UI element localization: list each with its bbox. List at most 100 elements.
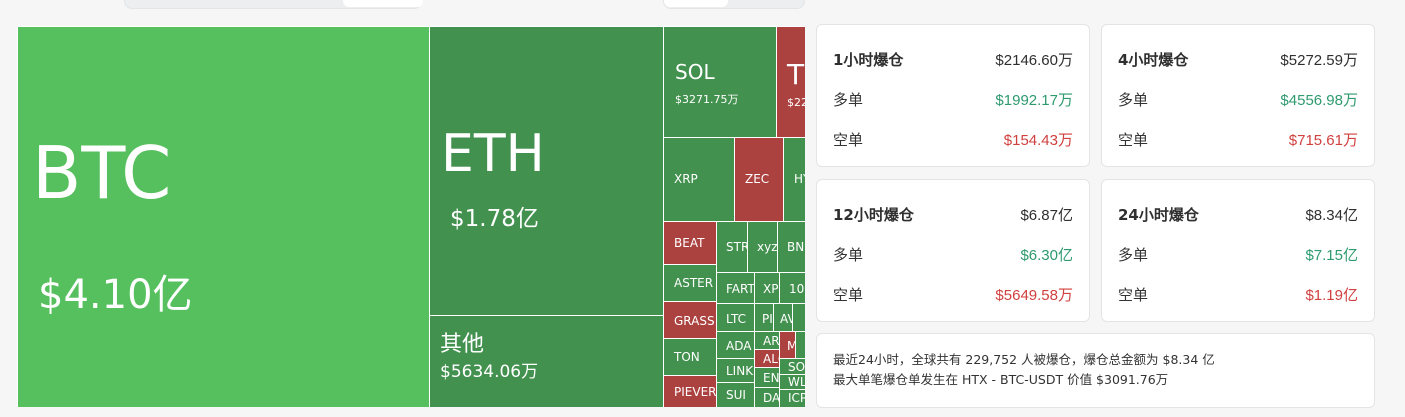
stat-value-total: $2146.60万 xyxy=(995,51,1073,69)
stat-row-short: 空单 $1.19亿 xyxy=(1118,284,1358,304)
view-segmented-control[interactable] xyxy=(663,0,805,9)
timeframe-active-segment[interactable] xyxy=(343,0,423,7)
stat-value-long: $1992.17万 xyxy=(995,91,1073,109)
treemap-tile-zec[interactable]: ZEC xyxy=(734,137,785,223)
stat-value-short: $715.61万 xyxy=(1288,131,1358,149)
stat-row-long: 多单 $7.15亿 xyxy=(1118,244,1358,264)
tile-symbol: HY xyxy=(794,172,805,186)
tile-symbol: XP xyxy=(763,282,779,296)
treemap-tile-grass[interactable]: GRASS xyxy=(663,301,718,340)
tile-symbol: SOON xyxy=(788,360,805,374)
tile-value: $4.10亿 xyxy=(38,272,193,318)
tile-symbol: SOL xyxy=(675,60,715,84)
tile-symbol: 其他 xyxy=(440,332,485,357)
stat-label: 12小时爆仓 xyxy=(833,205,914,224)
stat-label: 24小时爆仓 xyxy=(1118,205,1199,224)
liquidation-card-24h: 24小时爆仓 $8.34亿多单 $7.15亿空单 $1.19亿 xyxy=(1101,179,1375,322)
treemap-tile-t[interactable]: T $22 xyxy=(776,26,805,139)
timeframe-segmented-control[interactable] xyxy=(124,0,423,9)
summary-card: 最近24小时，全球共有 229,752 人被爆仓，爆仓总金额为 $8.34 亿 … xyxy=(816,333,1375,408)
treemap-tile[interactable] xyxy=(792,303,805,333)
tile-symbol: XRP xyxy=(674,172,698,186)
treemap-tile-xyz[interactable]: xyz xyxy=(747,221,779,274)
tile-symbol: STR xyxy=(726,240,749,254)
tile-symbol: ALGO xyxy=(763,352,780,366)
treemap-tile-hy[interactable]: HY xyxy=(783,137,805,223)
treemap-tile-arb[interactable]: ARB xyxy=(754,331,781,351)
tile-value: $3271.75万 xyxy=(675,93,739,106)
treemap-tile-100[interactable]: 100 xyxy=(779,272,805,305)
stat-value-long: $7.15亿 xyxy=(1305,246,1358,264)
treemap-tile-其他[interactable]: 其他 $5634.06万 xyxy=(429,315,665,407)
treemap-tile-pi[interactable]: PI xyxy=(754,303,775,333)
treemap-tile-ltc[interactable]: LTC xyxy=(716,303,756,333)
treemap-tile-bn[interactable]: BN xyxy=(777,221,805,274)
tile-symbol: ICP xyxy=(788,391,805,405)
tile-symbol: ADA xyxy=(726,339,752,353)
tile-symbol: BEAT xyxy=(674,236,705,250)
treemap-tile-ton[interactable]: TON xyxy=(663,338,718,377)
stat-label: 多单 xyxy=(833,245,864,264)
treemap-tile-dash[interactable]: DASH xyxy=(754,387,781,407)
stat-label: 多单 xyxy=(1118,90,1149,109)
tile-symbol: LTC xyxy=(726,312,747,326)
treemap-tile-sui[interactable]: SUI xyxy=(716,382,756,407)
stat-row-total: 1小时爆仓 $2146.60万 xyxy=(833,49,1073,69)
stat-row-short: 空单 $715.61万 xyxy=(1118,129,1358,149)
tile-symbol: ZEC xyxy=(745,172,770,186)
summary-line-total: 最近24小时，全球共有 229,752 人被爆仓，爆仓总金额为 $8.34 亿 xyxy=(833,352,1215,367)
stat-value-long: $4556.98万 xyxy=(1280,91,1358,109)
tile-symbol: LINK xyxy=(726,364,754,378)
liquidation-card-12h: 12小时爆仓 $6.87亿多单 $6.30亿空单 $5649.58万 xyxy=(816,179,1090,322)
treemap-tile-avax[interactable]: AVAX xyxy=(773,303,794,333)
stat-value-long: $6.30亿 xyxy=(1020,246,1073,264)
stat-row-total: 24小时爆仓 $8.34亿 xyxy=(1118,204,1358,224)
treemap-tile-sol[interactable]: SOL $3271.75万 xyxy=(663,26,778,139)
stat-label: 4小时爆仓 xyxy=(1118,50,1189,69)
tile-symbol: PI xyxy=(762,312,773,326)
stat-value-short: $154.43万 xyxy=(1003,131,1073,149)
treemap-tile-eth[interactable]: ETH $1.78亿 xyxy=(429,26,665,316)
treemap-tile-piever[interactable]: PIEVER xyxy=(663,375,718,407)
stat-value-total: $5272.59万 xyxy=(1280,51,1358,69)
summary-line-largest: 最大单笔爆仓单发生在 HTX - BTC-USDT 价值 $3091.76万 xyxy=(833,372,1169,387)
stat-value-total: $6.87亿 xyxy=(1020,206,1073,224)
stat-value-total: $8.34亿 xyxy=(1305,206,1358,224)
treemap-tile-ena[interactable]: ENA xyxy=(754,367,781,389)
tile-symbol: ASTER xyxy=(674,276,714,290)
tile-symbol: DASH xyxy=(763,391,781,405)
stat-row-short: 空单 $154.43万 xyxy=(833,129,1073,149)
treemap-tile-aster[interactable]: ASTER xyxy=(663,264,718,303)
treemap-tile-algo[interactable]: ALGO xyxy=(754,349,781,369)
stat-value-short: $5649.58万 xyxy=(995,286,1073,304)
tile-symbol: 100 xyxy=(789,282,805,296)
tile-symbol: TON xyxy=(674,350,700,364)
treemap-tile-ada[interactable]: ADA xyxy=(716,331,756,360)
stat-row-total: 4小时爆仓 $5272.59万 xyxy=(1118,49,1358,69)
tile-symbol: M xyxy=(787,339,797,353)
treemap-tile-icp[interactable]: ICP xyxy=(779,389,805,407)
tile-value: $1.78亿 xyxy=(450,206,539,232)
stat-row-long: 多单 $6.30亿 xyxy=(833,244,1073,264)
treemap-tile-fart[interactable]: FART xyxy=(716,272,756,305)
stat-row-short: 空单 $5649.58万 xyxy=(833,284,1073,304)
stat-row-long: 多单 $4556.98万 xyxy=(1118,89,1358,109)
liquidation-card-1h: 1小时爆仓 $2146.60万 多单 $1992.17万 空单 $154.43万 xyxy=(816,24,1090,167)
tile-symbol: WLD xyxy=(788,375,805,389)
stat-value-short: $1.19亿 xyxy=(1305,286,1358,304)
tile-symbol: ENA xyxy=(763,371,780,385)
tile-symbol: AVAX xyxy=(780,312,794,326)
stat-row-long: 多单 $1992.17万 xyxy=(833,89,1073,109)
view-active-segment[interactable] xyxy=(664,0,728,7)
treemap-tile-xrp[interactable]: XRP xyxy=(663,137,736,223)
treemap-tile-link[interactable]: LINK xyxy=(716,358,756,384)
treemap-tile-btc[interactable]: BTC $4.10亿 xyxy=(17,26,430,407)
treemap-tile-str[interactable]: STR xyxy=(716,221,749,274)
tile-symbol: GRASS xyxy=(674,314,715,328)
treemap-tile-beat[interactable]: BEAT xyxy=(663,221,718,266)
treemap-tile[interactable] xyxy=(795,331,805,360)
treemap-tile-xp[interactable]: XP xyxy=(754,272,781,305)
stat-label: 多单 xyxy=(1118,245,1149,264)
tile-symbol: ARB xyxy=(763,334,780,348)
liquidation-treemap: BTC $4.10亿 ETH $1.78亿 其他 $5634.06万 SOL $3271.75… xyxy=(17,26,805,407)
